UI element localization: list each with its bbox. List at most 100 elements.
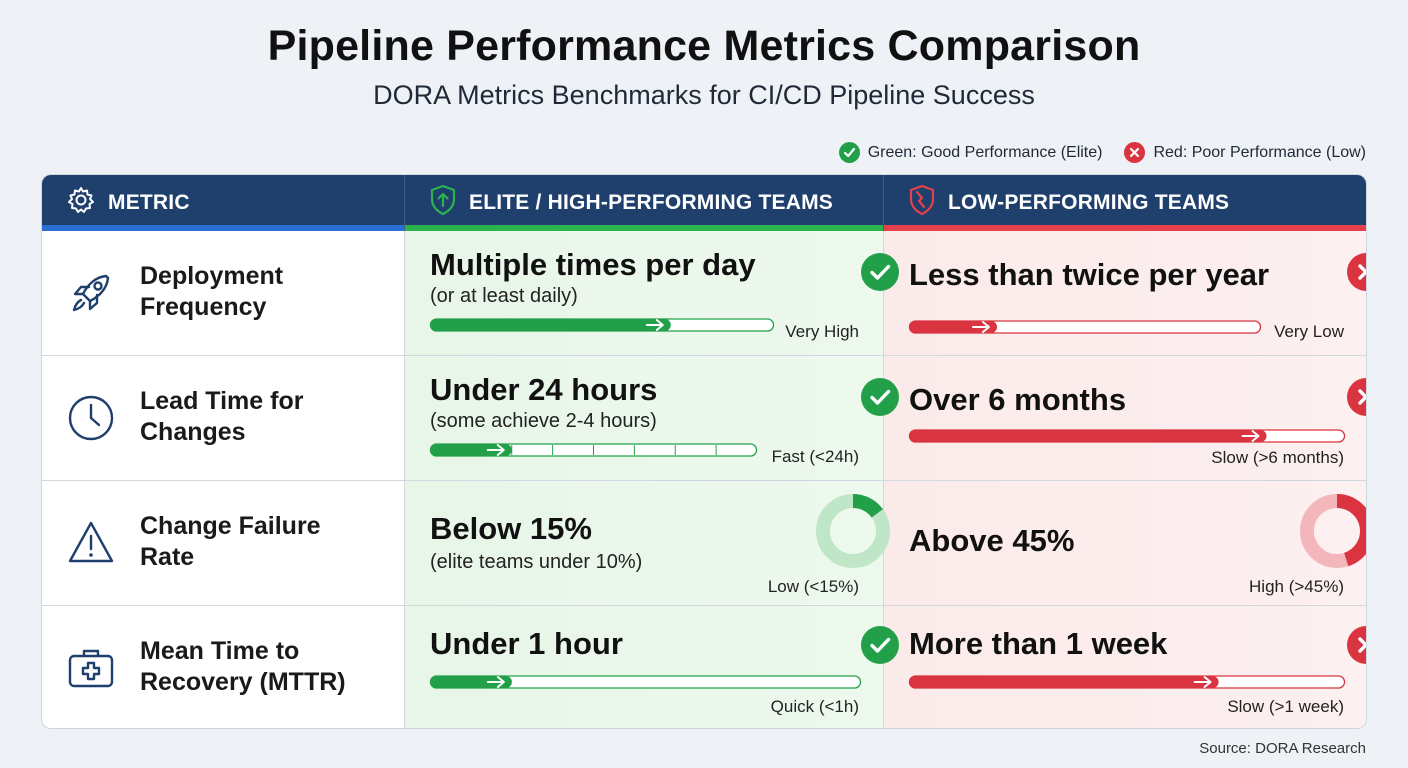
metric-label: Deployment Frequency bbox=[140, 261, 390, 323]
performance-bar bbox=[429, 318, 775, 332]
arrow-right-icon bbox=[645, 319, 664, 331]
elite-note: (some achieve 2-4 hours) bbox=[430, 410, 657, 432]
elite-rating: Very High bbox=[785, 322, 859, 341]
column-divider bbox=[883, 231, 884, 728]
performance-bar bbox=[429, 443, 758, 457]
metric-label-line: Deployment bbox=[140, 262, 284, 290]
low-value: Over 6 months bbox=[909, 382, 1127, 417]
table-header: METRIC ELITE / HIGH-PERFORMING TEAMS bbox=[42, 175, 1366, 231]
elite-column-background bbox=[404, 231, 883, 728]
elite-cell: Under 1 hour Quick (<1h) bbox=[404, 606, 899, 728]
low-rating: Slow (>1 week) bbox=[1227, 697, 1344, 716]
elite-value: Under 24 hours bbox=[430, 372, 658, 407]
metric-label: Lead Time for Changes bbox=[140, 386, 390, 448]
low-cell: More than 1 week Slow (>1 week) bbox=[883, 606, 1366, 728]
bar-fill bbox=[430, 319, 671, 331]
low-cell: Less than twice per year Very Low bbox=[883, 231, 1366, 355]
page-title: Pipeline Performance Metrics Comparison bbox=[267, 22, 1141, 70]
column-divider bbox=[404, 231, 405, 728]
legend-poor: Red: Poor Performance (Low) bbox=[1124, 142, 1366, 163]
elite-rating: Quick (<1h) bbox=[770, 697, 859, 716]
header-elite-label: ELITE / HIGH-PERFORMING TEAMS bbox=[469, 191, 833, 214]
metric-label-line: Mean Time to bbox=[140, 637, 300, 665]
cross-icon bbox=[1347, 253, 1366, 291]
cross-icon bbox=[1347, 626, 1366, 664]
page-subtitle: DORA Metrics Benchmarks for CI/CD Pipeli… bbox=[373, 80, 1035, 110]
header-low: LOW-PERFORMING TEAMS bbox=[884, 175, 1366, 231]
low-value: Less than twice per year bbox=[909, 257, 1270, 292]
legend-good: Green: Good Performance (Elite) bbox=[838, 142, 1103, 163]
legend: Green: Good Performance (Elite) Red: Poo… bbox=[838, 142, 1366, 163]
metric-label-line: Recovery (MTTR) bbox=[140, 668, 346, 696]
low-cell: Above 45% High (>45%) bbox=[883, 481, 1366, 605]
source-note: Source: DORA Research bbox=[1199, 740, 1366, 757]
arrow-right-icon bbox=[972, 321, 990, 333]
header-metric: METRIC bbox=[42, 175, 404, 231]
elite-cell: Under 24 hours (some achieve 2-4 hours) … bbox=[404, 356, 899, 480]
shield-up-arrow-icon bbox=[429, 184, 457, 222]
gear-icon bbox=[66, 185, 96, 221]
elite-value: Multiple times per day bbox=[430, 247, 756, 282]
elite-cell: Below 15% (elite teams under 10%) Low (<… bbox=[404, 481, 890, 605]
metric-label: Mean Time to Recovery (MTTR) bbox=[140, 636, 390, 698]
header-divider bbox=[883, 175, 884, 231]
legend-good-label: Green: Good Performance (Elite) bbox=[867, 143, 1103, 161]
cross-icon bbox=[1124, 142, 1146, 163]
legend-poor-label: Red: Poor Performance (Low) bbox=[1153, 143, 1366, 161]
arrow-right-icon bbox=[486, 444, 505, 456]
header-divider bbox=[404, 175, 405, 231]
check-icon bbox=[838, 142, 860, 163]
metric-cell: Lead Time for Changes bbox=[42, 356, 404, 480]
elite-note: (elite teams under 10%) bbox=[430, 551, 643, 573]
check-icon bbox=[861, 253, 899, 291]
header-metric-accent bbox=[42, 225, 404, 231]
check-icon bbox=[861, 378, 899, 416]
failure-rate-donut bbox=[1300, 494, 1366, 568]
low-column-background bbox=[883, 231, 1366, 728]
metric-label-line: Changes bbox=[140, 418, 246, 446]
metric-label-line: Lead Time for bbox=[140, 387, 304, 415]
clock-icon bbox=[68, 395, 114, 441]
elite-cell: Multiple times per day (or at least dail… bbox=[404, 231, 899, 355]
metric-label-line: Frequency bbox=[140, 293, 267, 321]
low-cell: Over 6 months Slow (>6 months) bbox=[883, 356, 1366, 480]
elite-rating: Fast (<24h) bbox=[771, 447, 859, 466]
bar-fill bbox=[909, 676, 1219, 688]
metric-label-line: Rate bbox=[140, 543, 195, 571]
low-value: More than 1 week bbox=[909, 626, 1168, 661]
row-divider bbox=[42, 480, 1366, 481]
elite-value: Below 15% bbox=[430, 511, 592, 546]
comparison-table: METRIC ELITE / HIGH-PERFORMING TEAMS bbox=[41, 174, 1367, 729]
header-low-accent bbox=[884, 225, 1366, 231]
low-rating: Very Low bbox=[1274, 322, 1344, 341]
row-divider bbox=[42, 355, 1366, 356]
failure-rate-donut bbox=[816, 494, 890, 568]
donut-segment bbox=[1336, 494, 1366, 567]
bar-fill bbox=[909, 321, 997, 333]
metric-cell: Deployment Frequency bbox=[42, 231, 404, 355]
donut-segment bbox=[852, 494, 883, 518]
low-rating: Slow (>6 months) bbox=[1211, 448, 1344, 467]
check-icon bbox=[861, 626, 899, 664]
performance-bar bbox=[908, 429, 1346, 443]
elite-note: (or at least daily) bbox=[430, 285, 578, 307]
header-elite-accent bbox=[405, 225, 883, 231]
header-low-label: LOW-PERFORMING TEAMS bbox=[948, 191, 1230, 214]
performance-bar bbox=[429, 675, 862, 689]
low-value: Above 45% bbox=[909, 523, 1075, 558]
bar-fill bbox=[430, 676, 512, 688]
bar-fill bbox=[909, 430, 1267, 442]
rocket-icon bbox=[72, 274, 110, 312]
metric-label-line: Change Failure bbox=[140, 512, 321, 540]
warning-icon bbox=[68, 521, 114, 563]
shield-down-arrow-icon bbox=[908, 184, 936, 222]
header-metric-label: METRIC bbox=[108, 191, 190, 214]
row-divider bbox=[42, 605, 1366, 606]
arrow-right-icon bbox=[1241, 430, 1260, 442]
arrow-right-icon bbox=[1193, 676, 1212, 688]
first-aid-kit-icon bbox=[68, 649, 114, 688]
metric-cell: Change Failure Rate bbox=[42, 481, 404, 605]
bar-fill bbox=[430, 444, 512, 456]
elite-value: Under 1 hour bbox=[430, 626, 623, 661]
arrow-right-icon bbox=[486, 676, 505, 688]
